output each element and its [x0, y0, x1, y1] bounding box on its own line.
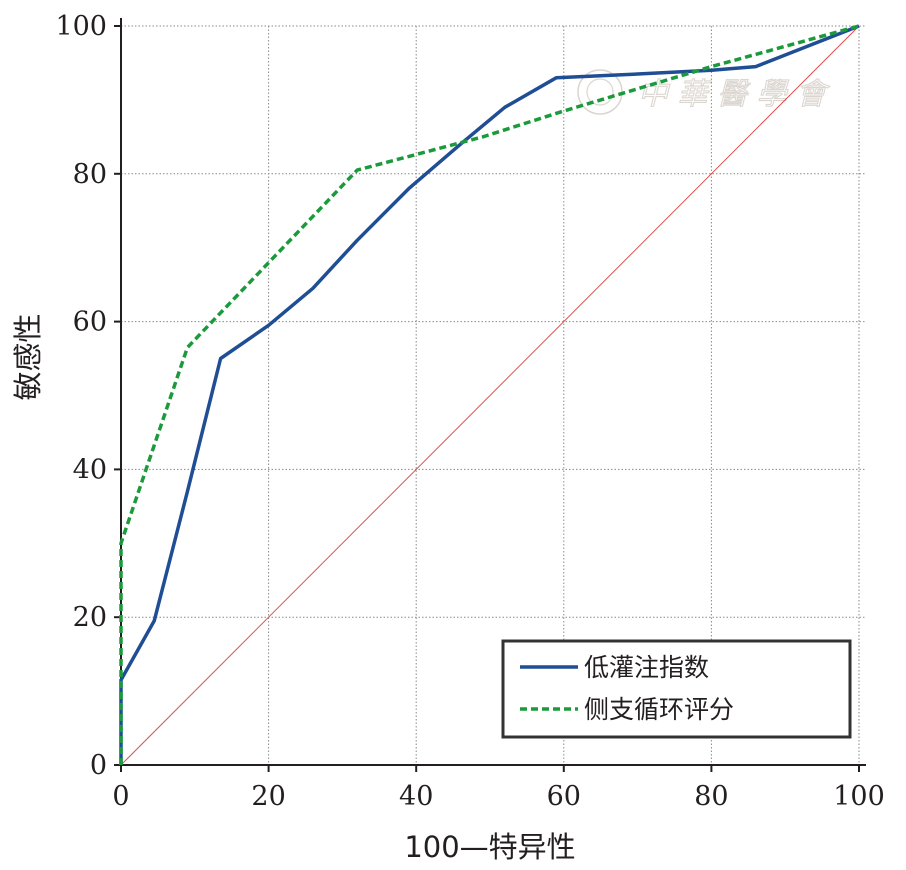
series-layer	[119, 24, 860, 765]
x-tick-label: 80	[694, 781, 728, 812]
y-tick-labels: 0 20 40 60 80 100	[55, 11, 107, 781]
y-tick-label: 60	[73, 307, 107, 338]
x-tick-label: 100	[833, 781, 885, 812]
legend: 低灌注指数 侧支循环评分	[501, 639, 852, 739]
y-axis-label: 敏感性	[11, 313, 45, 400]
grid	[121, 25, 865, 765]
y-tick-label: 80	[73, 159, 107, 190]
svg-text:中 華 醫 學 會: 中 華 醫 學 會	[638, 77, 830, 112]
watermark-logo: 中 華 醫 學 會	[577, 69, 831, 115]
y-tick-label: 40	[73, 454, 107, 485]
y-tick-label: 100	[55, 11, 107, 42]
y-tick-label: 0	[90, 750, 107, 781]
legend-label-collateral: 侧支循环评分	[584, 695, 734, 724]
x-tick-label: 60	[547, 781, 581, 812]
series-line-collateral	[119, 24, 860, 765]
reference-diagonal	[120, 25, 860, 766]
reference-line	[120, 25, 860, 766]
x-tick-labels: 0 20 40 60 80 100	[112, 781, 884, 812]
series-line-low-perfusion	[119, 24, 860, 765]
x-tick-label: 40	[399, 781, 433, 812]
x-tick-label: 0	[112, 781, 129, 812]
legend-box	[501, 639, 852, 739]
x-axis-label: 100—特异性	[404, 830, 575, 864]
x-tick-label: 20	[251, 781, 285, 812]
y-tick-label: 20	[73, 602, 107, 633]
legend-label-low-perfusion: 低灌注指数	[584, 653, 709, 682]
